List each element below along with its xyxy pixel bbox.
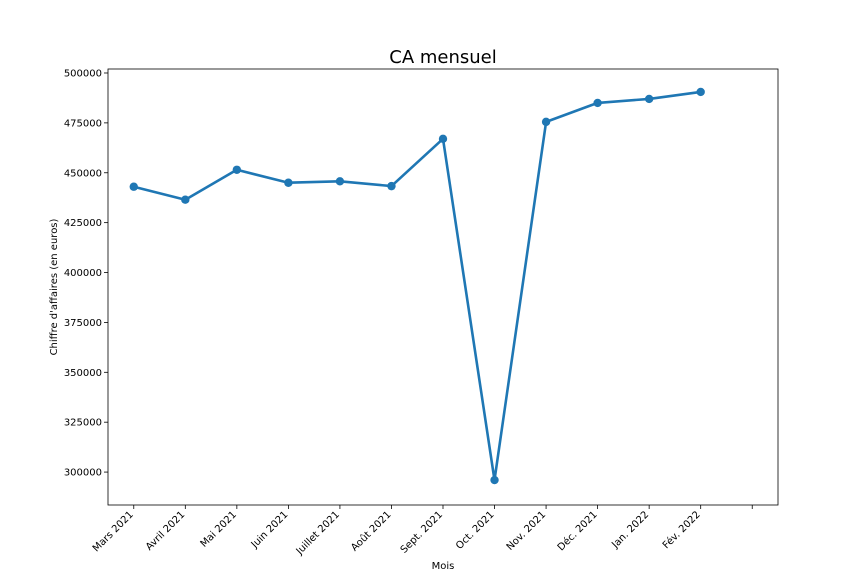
y-tick-label: 400000 xyxy=(64,268,102,279)
data-point xyxy=(232,165,242,174)
y-tick-label: 325000 xyxy=(64,418,102,429)
y-axis: 300000 325000 350000 375000 400000 425000 4500… xyxy=(64,68,108,479)
x-axis-label: Mois xyxy=(432,561,455,572)
y-tick-label: 350000 xyxy=(64,368,102,379)
x-tick-label: Oct. 2021 xyxy=(454,509,497,552)
x-tick-label: Juillet 2021 xyxy=(294,509,342,557)
data-point xyxy=(181,195,190,204)
x-tick-label: Juin 2021 xyxy=(249,509,291,551)
x-tick-label: Avril 2021 xyxy=(144,509,187,552)
data-point xyxy=(284,178,293,187)
data-point xyxy=(490,475,499,485)
x-tick-label: Déc. 2021 xyxy=(555,509,600,554)
data-point xyxy=(438,134,448,144)
data-point xyxy=(593,98,602,108)
data-point xyxy=(335,177,345,186)
y-tick-label: 450000 xyxy=(64,168,102,179)
y-axis-label: Chiffre d'affaires (en euros) xyxy=(49,218,60,355)
x-tick-label: Mars 2021 xyxy=(91,509,136,554)
x-tick-label: Sept. 2021 xyxy=(399,509,445,555)
plot-area xyxy=(107,68,779,506)
data-point xyxy=(387,181,396,191)
x-tick-label: Nov. 2021 xyxy=(505,509,549,553)
y-tick-label: 300000 xyxy=(64,468,102,479)
x-tick-label: Mai 2021 xyxy=(199,509,239,549)
y-tick-label: 500000 xyxy=(64,68,102,79)
series-line xyxy=(132,90,703,482)
data-markers xyxy=(129,87,705,485)
chart-title: CA mensuel xyxy=(389,47,496,68)
data-point xyxy=(129,182,138,191)
x-tick-label: Août 2021 xyxy=(349,509,394,554)
data-point xyxy=(644,94,654,104)
x-axis: Mars 2021 Avril 2021 Mai 2021 Juin 2021 Juil… xyxy=(91,505,753,558)
x-tick-label: Jan. 2022 xyxy=(609,509,651,551)
data-point xyxy=(541,117,551,127)
data-point xyxy=(696,87,705,97)
y-tick-label: 475000 xyxy=(64,118,102,129)
x-tick-label: Fév. 2022 xyxy=(660,509,703,552)
y-tick-label: 375000 xyxy=(64,318,102,329)
y-tick-label: 425000 xyxy=(64,218,102,229)
